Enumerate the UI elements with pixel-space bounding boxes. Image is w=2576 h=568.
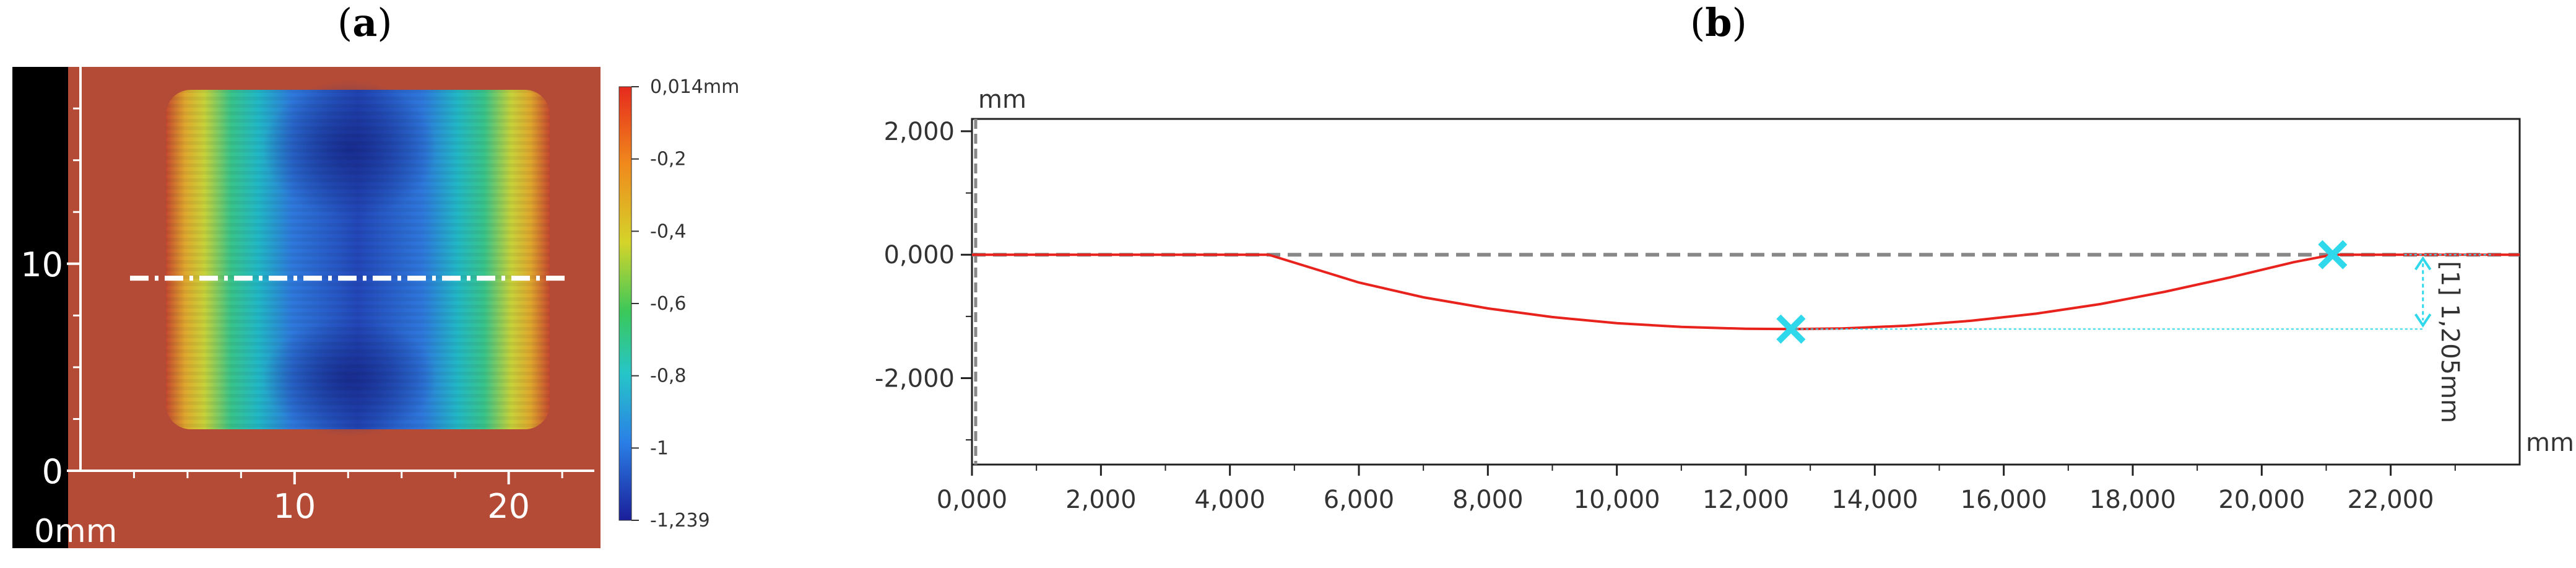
colorbar-tick-label: 0,014mm <box>650 76 739 98</box>
x-tick-label: 18,000 <box>2089 486 2176 514</box>
x-tick-label: 8,000 <box>1452 486 1524 514</box>
depth-dimension: [1] 1,205mm <box>2404 254 2494 423</box>
panel-label-b-letter: b <box>1705 0 1732 45</box>
marker-cross-b <box>1776 314 1806 344</box>
heatmap-x-tick-label: 20 <box>487 487 530 526</box>
x-tick-label: 14,000 <box>1831 486 1918 514</box>
x-tick-label: 20,000 <box>2218 486 2305 514</box>
heatmap-origin-label: 0mm <box>34 513 117 550</box>
x-tick-label: 4,000 <box>1194 486 1265 514</box>
heatmap-x-tick-label: 10 <box>273 487 316 526</box>
y-axis-label: mm <box>978 85 1026 114</box>
plot-frame <box>971 118 2521 466</box>
y-tick-label: 0,000 <box>883 241 955 269</box>
panel-label-a: (a) <box>337 0 392 45</box>
x-tick-label: 10,000 <box>1574 486 1660 514</box>
colorbar-ticks: 0,014mm -0,2 -0,4 -0,6 -0,8 -1 -1,239 <box>631 76 739 531</box>
y-tick-label: -2,000 <box>875 365 955 393</box>
heatmap-panel: 0 10 10 20 0mm 0,014mm -0,2 -0,4 -0,6 -0,8 -1 -1,2… <box>12 67 739 550</box>
x-tick-label: 22,000 <box>2348 486 2434 514</box>
x-tick-label: 16,000 <box>1961 486 2047 514</box>
heatmap-y-tick-label: 0 <box>42 452 63 491</box>
dimension-label: [1] 1,205mm <box>2435 261 2464 423</box>
dimension-arrow-top <box>2414 256 2432 271</box>
x-tick-label: 2,000 <box>1065 486 1137 514</box>
y-tick-label: 2,000 <box>883 118 955 146</box>
colorbar-tick-label: -0,2 <box>650 149 687 170</box>
colorbar-tick-label: -0,8 <box>650 365 687 387</box>
plot-axes: 2,000 0,000 -2,000 0,000 2,000 4,000 6,000 8,00… <box>875 118 2456 514</box>
heatmap-left-strip <box>12 67 68 548</box>
x-tick-label: 12,000 <box>1702 486 1789 514</box>
x-tick-label: 0,000 <box>937 486 1008 514</box>
profile-panel: 2,000 0,000 -2,000 0,000 2,000 4,000 6,000 8,00… <box>875 85 2574 514</box>
colorbar-tick-label: -1,239 <box>650 510 710 531</box>
heatmap-axes: 0 10 10 20 0mm <box>20 67 594 550</box>
x-tick-label: 6,000 <box>1324 486 1395 514</box>
profile-series-line <box>972 253 2520 331</box>
heatmap-y-tick-label: 10 <box>20 245 63 284</box>
marker-cross-b <box>2318 240 2348 269</box>
colorbar-tick-label: -0,6 <box>650 293 687 315</box>
heatmap-scan-lines <box>166 90 550 429</box>
colorbar <box>618 86 632 521</box>
colorbar-tick-label: -1 <box>650 437 669 459</box>
panel-label-a-letter: a <box>352 0 378 45</box>
dimension-arrow-bottom <box>2414 313 2432 328</box>
markers <box>1776 240 2348 344</box>
x-axis-label: mm <box>2526 429 2574 457</box>
panel-label-b: (b) <box>1690 0 1747 45</box>
colorbar-tick-label: -0,4 <box>650 221 687 242</box>
